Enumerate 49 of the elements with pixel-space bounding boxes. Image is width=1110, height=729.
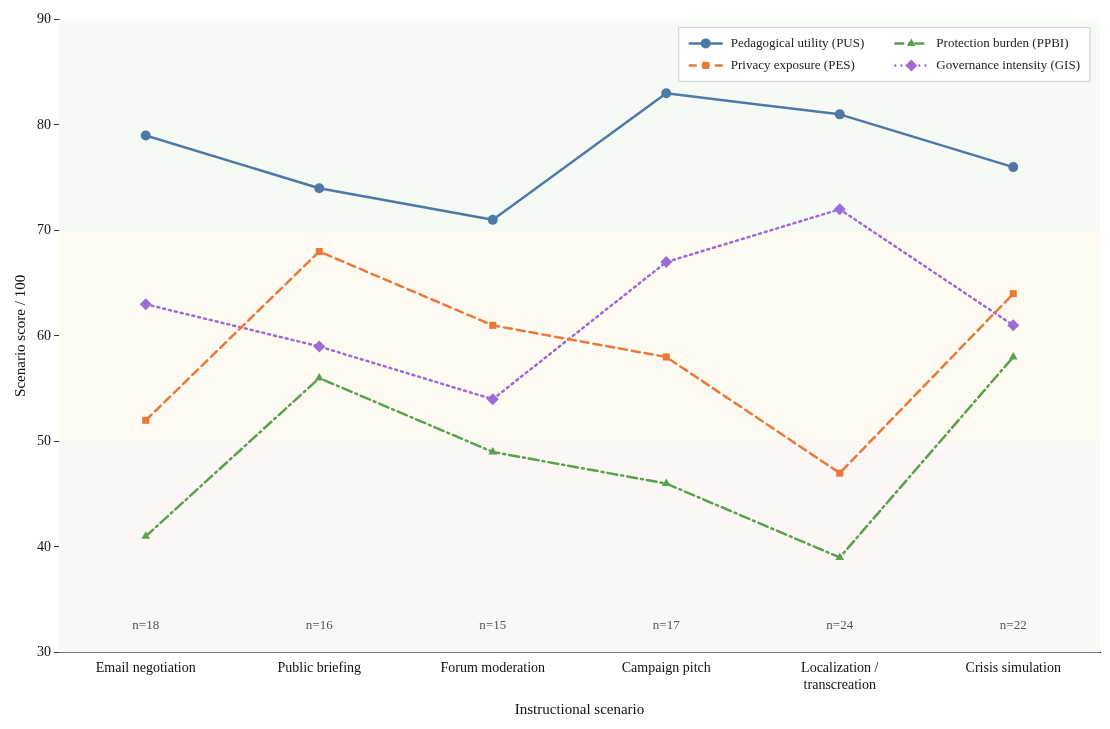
point: [487, 214, 498, 225]
x-tick-label: Email negotiation: [95, 660, 196, 676]
legend-label: Governance intensity (GIS): [936, 56, 1081, 72]
point: [661, 88, 672, 99]
point: [488, 446, 498, 455]
point: [140, 130, 151, 141]
annotation: n=15: [479, 616, 507, 632]
x-tick-label: Forum moderation: [440, 660, 546, 676]
point: [313, 340, 326, 353]
y-axis-title: Scenario score / 100: [11, 274, 28, 397]
point: [314, 183, 325, 194]
x-tick-label: Localization / transcreation: [801, 660, 879, 693]
point: [836, 469, 844, 477]
x-tick-label: Campaign pitch: [621, 660, 711, 676]
x-tick-label: Crisis simulation: [965, 660, 1061, 676]
point: [142, 416, 150, 424]
y-tick-label: 80: [37, 116, 51, 132]
point: [486, 393, 499, 406]
point: [1009, 290, 1017, 298]
point: [1008, 162, 1019, 173]
y-tick-label: 40: [37, 538, 51, 554]
point: [833, 203, 846, 216]
point: [834, 109, 845, 120]
point: [661, 478, 671, 487]
legend-label: Protection burden (PPBI): [936, 34, 1069, 50]
annotation: n=18: [132, 616, 160, 632]
point: [489, 321, 497, 329]
annotation: n=16: [305, 616, 334, 632]
annotation: n=17: [652, 616, 681, 632]
point: [139, 298, 152, 311]
point: [141, 531, 151, 539]
point: [835, 552, 845, 560]
y-tick-label: 60: [37, 327, 51, 343]
y-tick-label: 30: [37, 644, 51, 660]
x-axis-title: Instructional scenario: [514, 700, 645, 717]
x-tick-label: Public briefing: [277, 660, 362, 676]
annotation: n=24: [826, 616, 854, 632]
point: [1008, 352, 1018, 360]
legend-label: Privacy exposure (PES): [730, 56, 855, 72]
point: [660, 256, 673, 269]
point: [314, 373, 324, 381]
point: [315, 247, 323, 256]
annotation: n=22: [999, 616, 1027, 632]
y-tick-label: 50: [37, 433, 51, 449]
y-tick-label: 90: [37, 11, 51, 27]
legend-label: Pedagogical utility (PUS): [730, 34, 865, 50]
y-tick-label: 70: [37, 222, 51, 238]
point: [1007, 319, 1020, 332]
point: [662, 353, 670, 361]
